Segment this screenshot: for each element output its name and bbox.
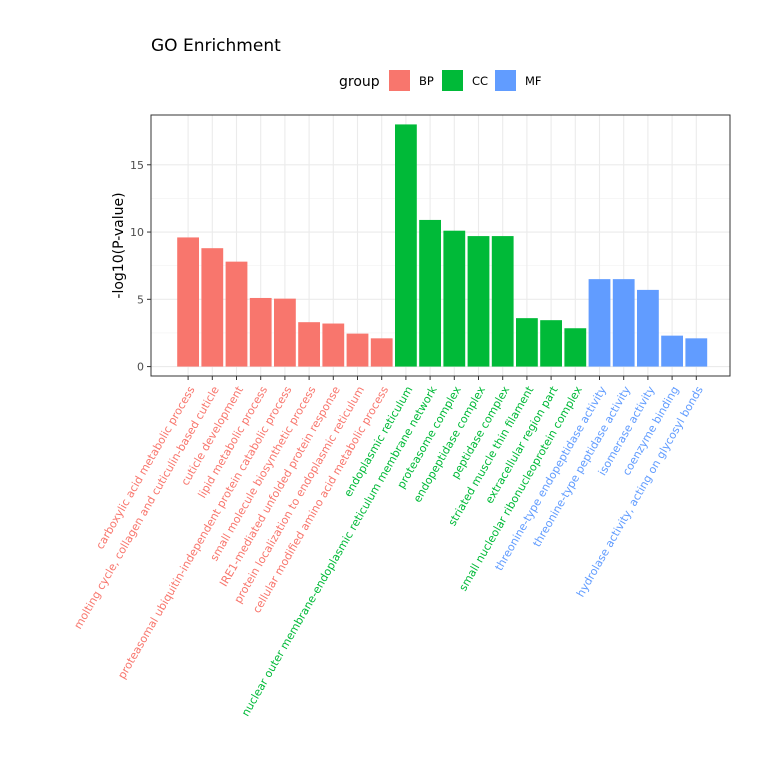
y-tick-label: 10: [130, 226, 144, 239]
legend-label: BP: [419, 74, 434, 88]
legend: group BP CC MF: [339, 70, 542, 91]
bar: [588, 279, 611, 367]
x-tick-label: proteasomal ubiquitin-independent protei…: [115, 384, 294, 681]
bar: [346, 333, 369, 367]
bar: [370, 338, 393, 367]
chart-title: GO Enrichment: [151, 36, 281, 56]
bar: [177, 237, 199, 367]
bar: [298, 322, 320, 367]
bar: [661, 335, 683, 367]
legend-key: [389, 70, 410, 91]
legend-label: MF: [525, 74, 542, 88]
y-tick-label: 5: [137, 293, 144, 306]
bar: [467, 236, 490, 367]
bars: [177, 124, 708, 367]
y-tick-label: 15: [130, 159, 144, 172]
x-axis: carboxylic acid metabolic processmolting…: [71, 376, 706, 719]
x-tick-label: carboxylic acid metabolic process: [93, 384, 197, 552]
bar: [419, 219, 441, 367]
y-axis: 0 5 10 15: [130, 159, 151, 374]
legend-key: [442, 70, 463, 91]
bar: [395, 124, 417, 367]
bar: [685, 338, 708, 367]
legend-title: group: [339, 74, 380, 90]
bar: [516, 318, 538, 367]
bar: [612, 279, 635, 367]
y-tick-label: 0: [137, 361, 144, 374]
bar: [564, 328, 587, 367]
bar: [637, 289, 659, 367]
legend-label: CC: [472, 74, 488, 88]
y-axis-label: -log10(P-value): [111, 192, 127, 298]
x-tick-label: molting cycle, collagen and cuticulin-ba…: [71, 384, 221, 632]
legend-key: [495, 70, 516, 91]
bar: [443, 230, 466, 367]
bar: [322, 323, 345, 367]
plot-border: [150, 114, 731, 377]
bar: [491, 236, 514, 367]
bar: [274, 298, 296, 367]
legend-items: BP CC MF: [389, 70, 542, 91]
bar: [249, 297, 272, 367]
bar: [201, 248, 224, 367]
plot-area: [150, 114, 731, 377]
bar: [540, 320, 562, 367]
bar: [225, 261, 248, 367]
